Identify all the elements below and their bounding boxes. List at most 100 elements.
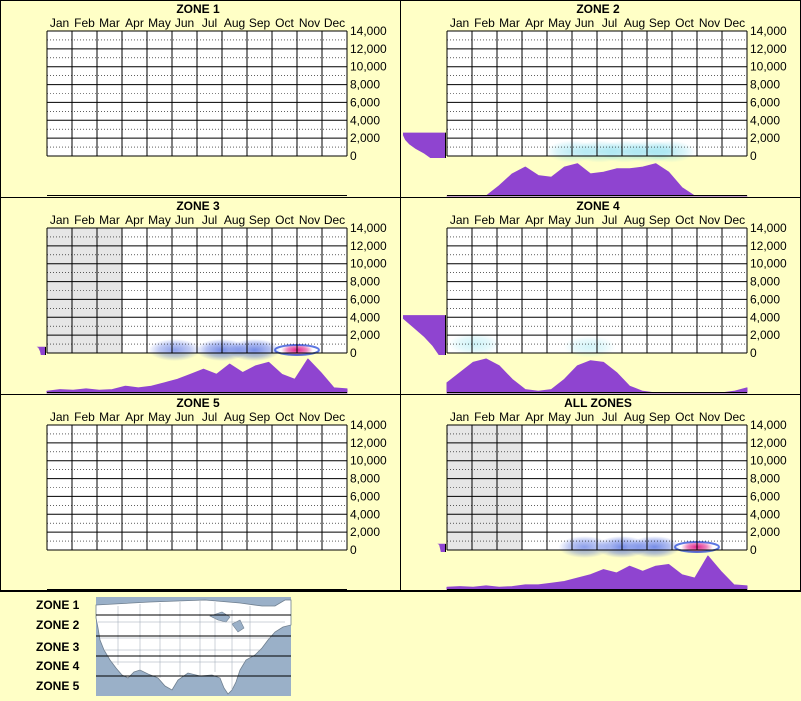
heat-blob — [628, 536, 681, 558]
month-label: Aug — [624, 410, 645, 424]
month-label: Aug — [624, 213, 645, 227]
y-tick-label: 10,000 — [750, 60, 787, 74]
y-tick-label: 0 — [350, 543, 357, 557]
elevation-histogram — [36, 346, 45, 355]
month-label: Mar — [499, 213, 520, 227]
month-label: Jul — [602, 16, 617, 30]
zone-panel: ZONE 2 Jan Feb Mar Apr May Jun Jul Aug Sep Oct Nov D… — [400, 0, 801, 198]
panel-title: ZONE 2 — [576, 2, 620, 16]
month-label: Apr — [525, 213, 544, 227]
y-tick-label: 8,000 — [350, 275, 380, 289]
y-tick-label: 14,000 — [750, 221, 787, 235]
month-label: Jan — [50, 16, 69, 30]
y-tick-label: 0 — [750, 149, 757, 163]
month-label: Jul — [202, 213, 217, 227]
y-tick-label: 6,000 — [750, 95, 780, 109]
elevation-histogram — [437, 543, 445, 552]
y-tick-label: 10,000 — [750, 257, 787, 271]
month-label: Nov — [299, 410, 320, 424]
month-label: Oct — [675, 213, 694, 227]
month-label: Dec — [324, 410, 345, 424]
month-label: Nov — [299, 213, 320, 227]
month-label: Sep — [649, 213, 671, 227]
y-tick-label: 10,000 — [350, 60, 387, 74]
y-tick-label: 8,000 — [750, 275, 780, 289]
month-label: Aug — [224, 410, 245, 424]
month-label: Feb — [474, 213, 495, 227]
panel-title: ZONE 3 — [176, 199, 220, 213]
shaded-month — [72, 228, 97, 353]
zone-panel: ZONE 5 Jan Feb Mar Apr May Jun Jul Aug Sep Oct Nov D… — [0, 394, 401, 592]
month-label: Nov — [299, 16, 320, 30]
elevation-histogram — [403, 315, 445, 355]
y-tick-label: 4,000 — [350, 507, 380, 521]
month-label: Mar — [499, 16, 520, 30]
y-tick-label: 14,000 — [750, 418, 787, 432]
month-label: May — [148, 16, 171, 30]
y-tick-label: 8,000 — [750, 78, 780, 92]
panel-title: ZONE 1 — [176, 2, 220, 16]
month-label: May — [148, 213, 171, 227]
y-tick-label: 14,000 — [350, 221, 387, 235]
month-label: Jan — [50, 213, 69, 227]
month-label: Nov — [699, 16, 720, 30]
month-label: Apr — [125, 16, 144, 30]
month-label: Jul — [602, 213, 617, 227]
month-label: Apr — [525, 16, 544, 30]
y-tick-label: 14,000 — [350, 24, 387, 38]
y-tick-label: 12,000 — [350, 42, 387, 56]
month-label: Aug — [224, 213, 245, 227]
month-label: Dec — [724, 213, 745, 227]
month-label: May — [548, 16, 571, 30]
month-label: May — [548, 410, 571, 424]
y-tick-label: 12,000 — [750, 436, 787, 450]
month-label: Aug — [624, 16, 645, 30]
month-label: Sep — [649, 410, 671, 424]
month-label: Oct — [675, 16, 694, 30]
zone-legend: ZONE 1 ZONE 2 ZONE 3 ZONE 4 ZONE 5 — [0, 590, 801, 696]
y-tick-label: 0 — [750, 346, 757, 360]
month-label: Jun — [175, 16, 194, 30]
y-tick-label: 2,000 — [350, 525, 380, 539]
zone-boundary-lines — [96, 614, 291, 677]
month-label: Oct — [275, 16, 294, 30]
month-label: Feb — [74, 410, 95, 424]
month-label: Oct — [275, 410, 294, 424]
month-label: Feb — [474, 410, 495, 424]
shaded-month — [472, 425, 497, 550]
zone-panel: ZONE 1 Jan Feb Mar Apr May Jun Jul Aug Sep Oct Nov D… — [0, 0, 401, 198]
legend-zone-label: ZONE 2 — [36, 618, 80, 632]
y-tick-label: 12,000 — [750, 239, 787, 253]
month-label: Jun — [175, 410, 194, 424]
north-america-zone-map — [95, 597, 292, 696]
month-label: Feb — [474, 16, 495, 30]
month-label: Mar — [99, 213, 120, 227]
panel-title: ALL ZONES — [564, 396, 632, 410]
shaded-month — [497, 425, 522, 550]
y-tick-label: 10,000 — [350, 257, 387, 271]
month-label: Jul — [602, 410, 617, 424]
month-label: Sep — [249, 213, 271, 227]
y-tick-label: 4,000 — [350, 113, 380, 127]
month-label: Mar — [99, 16, 120, 30]
legend-zone-label: ZONE 4 — [36, 659, 80, 673]
panel-title: ZONE 4 — [576, 199, 620, 213]
map-great-lakes — [209, 611, 245, 633]
y-tick-label: 2,000 — [350, 328, 380, 342]
month-label: Nov — [699, 410, 720, 424]
heat-blob — [643, 140, 696, 163]
y-tick-label: 2,000 — [350, 131, 380, 145]
month-label: Mar — [499, 410, 520, 424]
month-label: Mar — [99, 410, 120, 424]
month-label: Oct — [275, 213, 294, 227]
y-tick-label: 6,000 — [750, 489, 780, 503]
y-tick-label: 6,000 — [350, 292, 380, 306]
y-tick-label: 6,000 — [750, 292, 780, 306]
elevation-histogram — [403, 132, 445, 158]
month-label: Apr — [125, 213, 144, 227]
month-label: Jan — [450, 213, 469, 227]
legend-zone-label: ZONE 5 — [36, 679, 80, 693]
y-tick-label: 6,000 — [350, 489, 380, 503]
y-tick-label: 2,000 — [750, 328, 780, 342]
month-label: Sep — [249, 16, 271, 30]
